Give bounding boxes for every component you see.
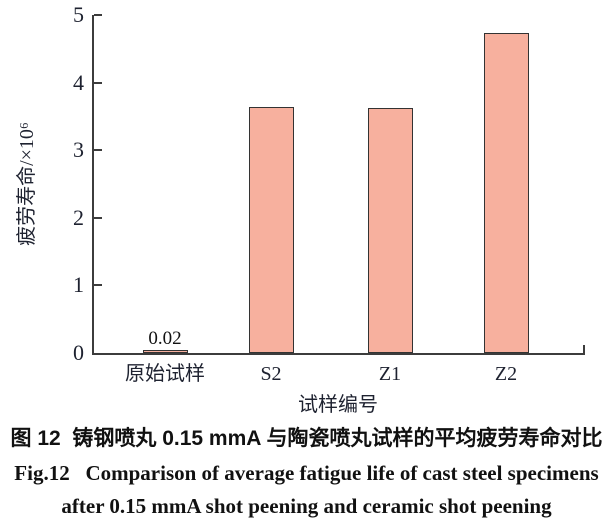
x-category-label: 原始试样	[125, 363, 205, 385]
y-axis-title: 疲劳寿命/×10⁶	[16, 122, 38, 246]
y-tick-mark	[94, 284, 102, 287]
y-axis-line	[92, 15, 94, 355]
x-axis-line	[92, 353, 585, 355]
y-tick-label: 5	[73, 2, 84, 27]
x-axis-title: 试样编号	[298, 394, 378, 416]
bar-Z2	[483, 33, 529, 353]
x-category-label: S2	[260, 363, 282, 385]
y-tick-mark	[94, 216, 102, 219]
y-tick-label: 2	[73, 204, 84, 230]
y-tick-label: 1	[73, 272, 84, 298]
x-axis-end-tick	[583, 345, 585, 353]
bar-原始试样	[142, 350, 188, 353]
y-tick-mark	[94, 149, 102, 152]
y-tick-label: 0	[73, 340, 84, 365]
y-tick-label: 4	[73, 69, 84, 95]
x-category-label: Z2	[494, 363, 518, 385]
y-tick-mark	[94, 14, 102, 16]
y-tick-mark	[94, 81, 102, 84]
caption-english-line1: Fig.12 Comparison of average fatigue lif…	[14, 461, 599, 485]
y-tick-label: 3	[73, 137, 84, 163]
caption-chinese: 图 12 铸钢喷丸 0.15 mmA 与陶瓷喷丸试样的平均疲劳寿命对比	[10, 427, 603, 450]
x-category-label: Z1	[378, 363, 402, 385]
bar-Z1	[367, 107, 413, 353]
bar-value-label: 0.02	[148, 328, 182, 349]
caption-english-line2: after 0.15 mmA shot peening and ceramic …	[61, 494, 552, 518]
bar-S2	[248, 106, 294, 353]
